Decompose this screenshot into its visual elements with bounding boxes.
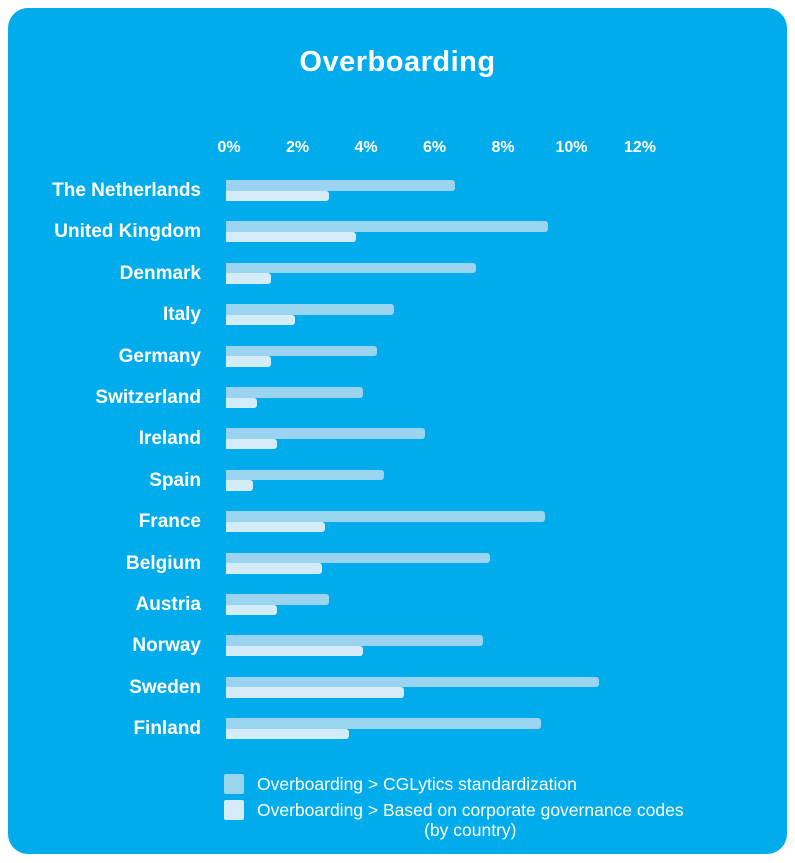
category-label: Finland — [133, 718, 201, 740]
chart-row: Switzerland — [8, 387, 787, 408]
bar-governance-codes — [226, 438, 278, 450]
chart-row: Denmark — [8, 262, 787, 284]
bar-cglytics-standardization — [226, 511, 545, 522]
category-label: Spain — [149, 469, 201, 491]
bar-group — [226, 221, 548, 243]
x-axis-tick: 6% — [422, 139, 447, 156]
bar-group — [226, 180, 456, 201]
bar-group — [226, 718, 542, 740]
chart-row: Spain — [8, 469, 787, 491]
bar-group — [226, 635, 483, 657]
chart-row: Norway — [8, 635, 787, 657]
bar-cglytics-standardization — [226, 718, 542, 729]
bar-governance-codes — [226, 397, 257, 408]
bar-group — [226, 511, 545, 533]
chart-card: Overboarding 0% 2% 4% 6% 8% 10% 12% The Nether… — [8, 8, 787, 854]
bar-governance-codes — [226, 728, 350, 740]
bar-cglytics-standardization — [226, 304, 394, 315]
legend: Overboarding > CGLytics standardization … — [224, 774, 684, 846]
category-label: Italy — [162, 304, 201, 326]
category-label: Germany — [118, 345, 201, 367]
chart-row: Ireland — [8, 428, 787, 450]
legend-label-cglytics: Overboarding > CGLytics standardization — [257, 774, 577, 794]
bar-group — [226, 469, 384, 491]
chart-row: Finland — [8, 718, 787, 740]
chart-row: Germany — [8, 345, 787, 367]
bar-group — [226, 304, 394, 326]
bar-group — [226, 428, 425, 450]
bar-governance-codes — [226, 231, 357, 243]
x-axis-tick: 8% — [491, 139, 515, 156]
legend-label-line1: Overboarding > Based on corporate govern… — [257, 800, 684, 820]
bar-cglytics-standardization — [226, 428, 425, 439]
chart-row: United Kingdom — [8, 221, 787, 243]
category-label: Denmark — [119, 262, 201, 284]
category-label: United Kingdom — [54, 221, 201, 243]
x-axis-tick: 12% — [623, 139, 657, 156]
bar-cglytics-standardization — [226, 262, 477, 274]
category-label: France — [138, 511, 201, 533]
bar-governance-codes — [226, 604, 278, 615]
bar-governance-codes — [226, 521, 326, 533]
bar-group — [226, 676, 600, 698]
bar-governance-codes — [226, 480, 254, 491]
legend-item-governance-codes: Overboarding > Based on corporate govern… — [224, 800, 684, 840]
x-axis-tick: 4% — [354, 139, 378, 156]
x-axis-tick: 10% — [555, 139, 588, 156]
bar-governance-codes — [226, 563, 322, 574]
category-label: Switzerland — [95, 387, 201, 408]
bar-group — [226, 345, 377, 367]
plot-area: The Netherlands United Kingdom Denmark Ital… — [8, 180, 787, 760]
legend-swatch-cglytics — [224, 774, 244, 794]
bar-cglytics-standardization — [226, 345, 377, 357]
bar-cglytics-standardization — [226, 221, 548, 232]
category-label: Belgium — [126, 552, 201, 574]
chart-row: The Netherlands — [8, 180, 787, 201]
bar-group — [226, 387, 363, 408]
chart-row: Belgium — [8, 552, 787, 574]
bar-governance-codes — [226, 273, 271, 284]
chart-row: Sweden — [8, 676, 787, 698]
chart-title: Overboarding — [299, 46, 496, 78]
bar-cglytics-standardization — [226, 387, 363, 398]
legend-label-governance-codes: Overboarding > Based on corporate govern… — [257, 800, 684, 840]
bar-cglytics-standardization — [226, 635, 483, 646]
x-axis-tick: 0% — [217, 139, 241, 156]
x-axis-tick: 2% — [285, 139, 310, 156]
bar-governance-codes — [226, 314, 295, 326]
chart-row: Italy — [8, 304, 787, 326]
legend-label-line2: (by country) — [424, 820, 517, 840]
bar-cglytics-standardization — [226, 552, 490, 564]
bar-governance-codes — [226, 645, 363, 657]
bar-group — [226, 552, 490, 574]
chart-row: Austria — [8, 594, 787, 615]
bar-governance-codes — [226, 356, 271, 367]
bar-cglytics-standardization — [226, 594, 329, 605]
category-label: Sweden — [129, 676, 201, 698]
bar-cglytics-standardization — [226, 469, 384, 481]
bar-governance-codes — [226, 190, 329, 201]
legend-item-cglytics: Overboarding > CGLytics standardization — [224, 774, 684, 794]
bar-cglytics-standardization — [226, 676, 600, 688]
x-axis: 0% 2% 4% 6% 8% 10% 12% — [217, 139, 726, 158]
bar-group — [226, 262, 477, 284]
category-label: Austria — [135, 594, 201, 615]
category-label: Norway — [132, 635, 201, 657]
category-label: Ireland — [138, 428, 201, 450]
chart-row: France — [8, 511, 787, 533]
bar-group — [226, 594, 329, 615]
category-label: The Netherlands — [52, 180, 201, 201]
legend-swatch-governance-codes — [224, 800, 244, 820]
bar-cglytics-standardization — [226, 180, 456, 191]
bar-governance-codes — [226, 687, 405, 698]
